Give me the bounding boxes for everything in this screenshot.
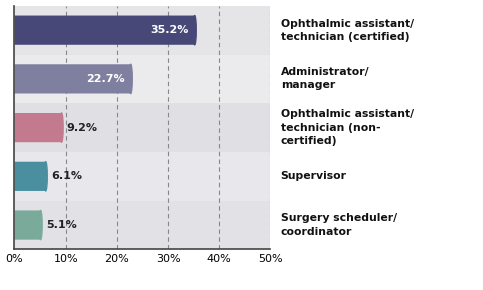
- Circle shape: [193, 16, 196, 45]
- Text: coordinator: coordinator: [281, 226, 352, 237]
- Circle shape: [60, 113, 63, 142]
- Circle shape: [39, 211, 42, 240]
- Text: Surgery scheduler/: Surgery scheduler/: [281, 213, 397, 224]
- Text: Administrator/: Administrator/: [281, 67, 369, 77]
- Bar: [14, 201, 270, 249]
- Bar: [14, 103, 270, 152]
- Bar: [14, 55, 270, 103]
- Text: manager: manager: [281, 80, 335, 90]
- Text: 5.1%: 5.1%: [46, 220, 76, 230]
- Text: certified): certified): [281, 136, 337, 146]
- Text: 6.1%: 6.1%: [51, 171, 82, 181]
- Circle shape: [129, 64, 132, 93]
- FancyBboxPatch shape: [14, 113, 62, 142]
- Text: technician (certified): technician (certified): [281, 32, 409, 42]
- Text: Supervisor: Supervisor: [281, 171, 347, 181]
- FancyBboxPatch shape: [14, 16, 195, 45]
- Bar: [14, 6, 270, 55]
- Bar: [14, 152, 270, 201]
- Text: 22.7%: 22.7%: [86, 74, 125, 84]
- FancyBboxPatch shape: [14, 162, 46, 191]
- Text: 9.2%: 9.2%: [67, 123, 98, 133]
- Text: technician (non-: technician (non-: [281, 123, 380, 133]
- Text: Ophthalmic assistant/: Ophthalmic assistant/: [281, 109, 414, 119]
- Text: Ophthalmic assistant/: Ophthalmic assistant/: [281, 19, 414, 29]
- FancyBboxPatch shape: [14, 211, 41, 240]
- FancyBboxPatch shape: [14, 64, 131, 93]
- Circle shape: [44, 162, 47, 191]
- Text: 35.2%: 35.2%: [150, 25, 188, 35]
